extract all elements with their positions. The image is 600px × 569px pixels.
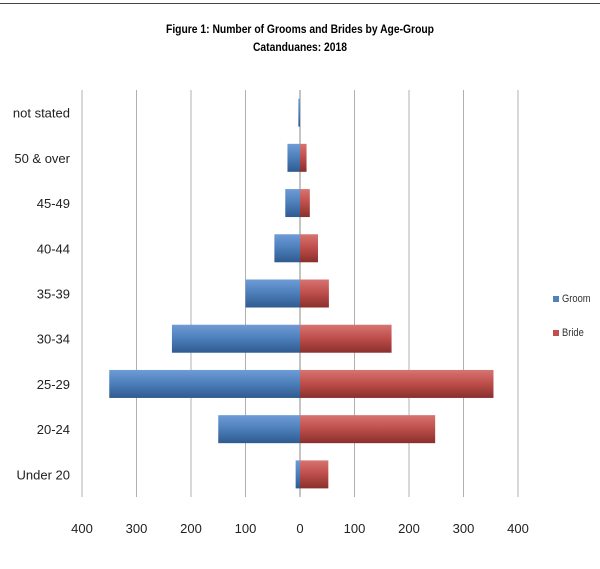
bar-bride xyxy=(300,279,329,308)
legend-label-groom: Groom xyxy=(562,293,591,305)
bar-bride xyxy=(300,324,392,353)
chart-title: Figure 1: Number of Grooms and Brides by… xyxy=(166,22,434,36)
x-tick-label: 0 xyxy=(296,521,303,536)
y-tick-label: Under 20 xyxy=(17,467,70,482)
bar-groom xyxy=(287,143,300,172)
x-tick-label: 300 xyxy=(453,521,475,536)
bar-bride xyxy=(300,234,318,263)
bar-bride xyxy=(300,369,494,398)
bar-bride xyxy=(300,460,329,489)
bar-groom xyxy=(218,415,300,444)
y-tick-label: 25-29 xyxy=(37,377,70,392)
y-tick-label: 35-39 xyxy=(37,287,70,302)
x-tick-label: 200 xyxy=(398,521,420,536)
legend-item-groom: Groom xyxy=(553,292,596,306)
y-tick-label: 40-44 xyxy=(37,241,70,256)
frame-line xyxy=(0,3,600,4)
y-tick-label: not stated xyxy=(13,106,70,121)
x-tick-label: 300 xyxy=(126,521,148,536)
legend-label-bride: Bride xyxy=(562,327,584,339)
legend-swatch-bride xyxy=(553,330,559,336)
bar-groom xyxy=(109,369,300,398)
x-tick-label: 200 xyxy=(180,521,202,536)
y-tick-label: 45-49 xyxy=(37,196,70,211)
bar-groom xyxy=(274,234,300,263)
chart-subtitle: Catanduanes: 2018 xyxy=(252,40,348,54)
x-tick-label: 400 xyxy=(507,521,529,536)
bar-groom xyxy=(245,279,300,308)
y-tick-label: 30-34 xyxy=(37,332,70,347)
bar-bride xyxy=(300,143,307,172)
x-tick-label: 100 xyxy=(235,521,257,536)
bar-groom xyxy=(171,324,300,353)
legend-item-bride: Bride xyxy=(553,326,588,340)
x-tick-label: 400 xyxy=(71,521,93,536)
bar-groom xyxy=(298,98,300,127)
x-tick-label: 100 xyxy=(344,521,366,536)
y-tick-label: 50 & over xyxy=(14,151,70,166)
bar-groom xyxy=(295,460,300,489)
bar-bride xyxy=(300,415,436,444)
bar-groom xyxy=(285,189,300,218)
y-tick-label: 20-24 xyxy=(37,422,70,437)
bar-bride xyxy=(300,189,310,218)
legend-swatch-groom xyxy=(553,296,559,302)
